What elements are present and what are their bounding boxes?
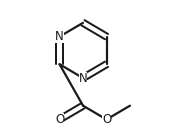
Text: O: O	[102, 113, 111, 126]
Text: N: N	[55, 30, 64, 43]
Text: N: N	[79, 72, 87, 85]
Text: O: O	[55, 113, 64, 126]
